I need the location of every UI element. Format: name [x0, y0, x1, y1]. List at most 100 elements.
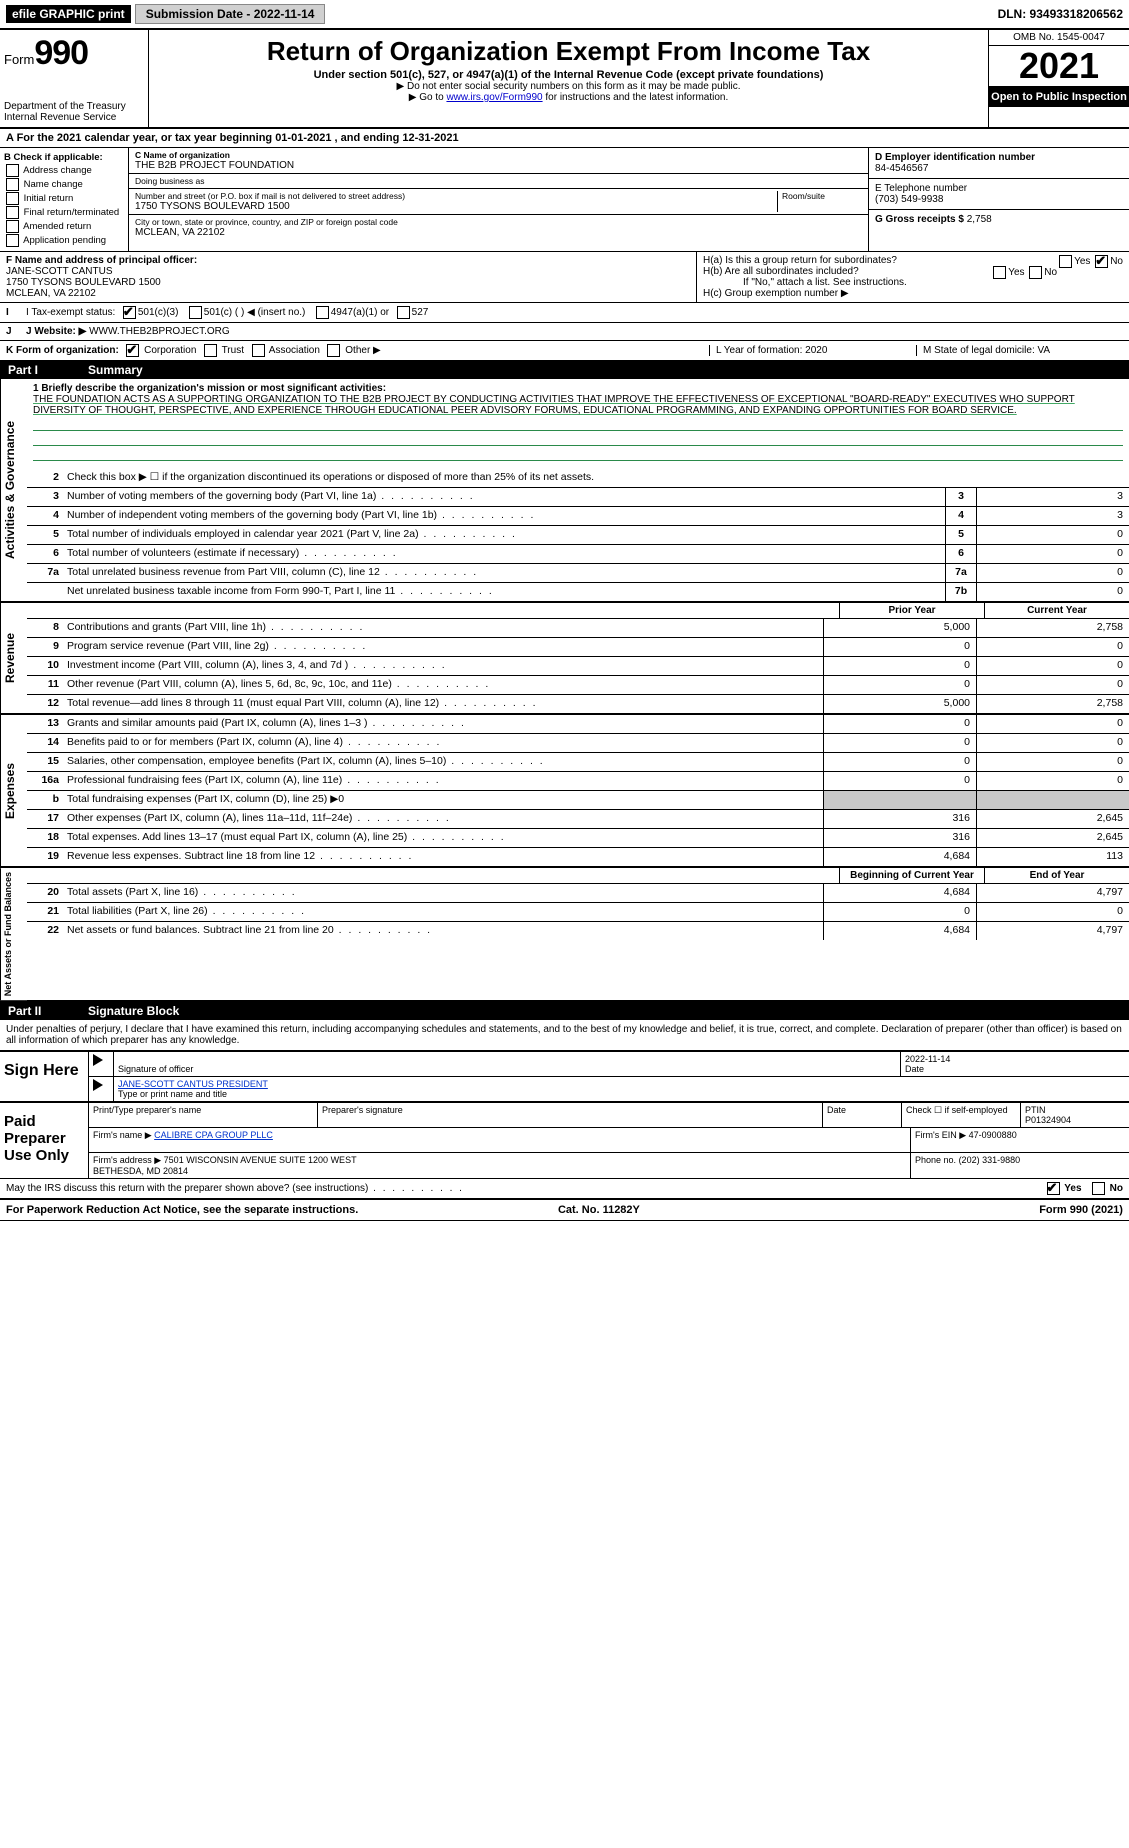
summary-line: bTotal fundraising expenses (Part IX, co… — [27, 791, 1129, 810]
summary-line: 9Program service revenue (Part VIII, lin… — [27, 638, 1129, 657]
open-to-public: Open to Public Inspection — [989, 87, 1129, 107]
officer-name-link[interactable]: JANE-SCOTT CANTUS PRESIDENT — [118, 1079, 268, 1089]
year-formation: L Year of formation: 2020 — [709, 345, 916, 356]
arrow-icon — [93, 1079, 103, 1091]
527-check[interactable] — [397, 306, 410, 319]
summary-line: 19Revenue less expenses. Subtract line 1… — [27, 848, 1129, 866]
summary-line: 21Total liabilities (Part X, line 26)00 — [27, 903, 1129, 922]
cat-no: Cat. No. 11282Y — [558, 1204, 640, 1216]
section-deg: D Employer identification number 84-4546… — [868, 148, 1129, 251]
governance-block: Activities & Governance 1 Briefly descri… — [0, 379, 1129, 603]
side-governance: Activities & Governance — [0, 379, 27, 601]
section-b: B Check if applicable: Address change Na… — [0, 148, 129, 251]
4947-check[interactable] — [316, 306, 329, 319]
submission-date-button[interactable]: Submission Date - 2022-11-14 — [135, 4, 326, 24]
gross-receipts: 2,758 — [967, 214, 992, 225]
arrow-icon — [93, 1054, 103, 1066]
telephone: (703) 549-9938 — [875, 194, 1123, 205]
form-number: 990 — [34, 34, 88, 72]
section-f: F Name and address of principal officer:… — [0, 252, 697, 302]
summary-line: Net unrelated business taxable income fr… — [27, 583, 1129, 601]
form-label-footer: Form 990 (2021) — [1039, 1204, 1123, 1216]
efile-label: efile GRAPHIC print — [6, 5, 131, 23]
side-expenses: Expenses — [0, 715, 27, 866]
may-discuss-row: May the IRS discuss this return with the… — [0, 1179, 1129, 1200]
row-k-l: K Form of organization: Corporation Trus… — [0, 341, 1129, 361]
netassets-block: Net Assets or Fund Balances Beginning of… — [0, 868, 1129, 1002]
dln: DLN: 93493318206562 — [998, 7, 1123, 21]
footer: For Paperwork Reduction Act Notice, see … — [0, 1200, 1129, 1220]
paid-preparer-block: Paid Preparer Use Only Print/Type prepar… — [0, 1102, 1129, 1179]
header-mid: Return of Organization Exempt From Incom… — [149, 30, 988, 127]
ha-yes[interactable] — [1059, 255, 1072, 268]
summary-line: 12Total revenue—add lines 8 through 11 (… — [27, 695, 1129, 713]
blank-line — [33, 416, 1123, 431]
assoc-check[interactable] — [252, 344, 265, 357]
row-fh: F Name and address of principal officer:… — [0, 252, 1129, 303]
check-final-return[interactable] — [6, 206, 19, 219]
efile-bar: efile GRAPHIC print Submission Date - 20… — [0, 0, 1129, 28]
part-1-header: Part I Summary — [0, 361, 1129, 379]
revenue-block: Revenue Prior Year Current Year 8Contrib… — [0, 603, 1129, 715]
summary-line: 14Benefits paid to or for members (Part … — [27, 734, 1129, 753]
summary-line: 15Salaries, other compensation, employee… — [27, 753, 1129, 772]
header-right: OMB No. 1545-0047 2021 Open to Public In… — [988, 30, 1129, 127]
org-name: THE B2B PROJECT FOUNDATION — [135, 160, 862, 171]
ha-no[interactable] — [1095, 255, 1108, 268]
sign-here-block: Sign Here Signature of officer 2022-11-1… — [0, 1051, 1129, 1102]
501c-check[interactable] — [189, 306, 202, 319]
hb-no[interactable] — [1029, 266, 1042, 279]
corp-check[interactable] — [126, 344, 139, 357]
check-name-change[interactable] — [6, 178, 19, 191]
note-ssn: ▶ Do not enter social security numbers o… — [157, 81, 980, 92]
irs-link[interactable]: www.irs.gov/Form990 — [446, 92, 542, 103]
summary-line: 16aProfessional fundraising fees (Part I… — [27, 772, 1129, 791]
omb: OMB No. 1545-0047 — [989, 30, 1129, 45]
paid-preparer-label: Paid Preparer Use Only — [0, 1103, 89, 1178]
form-prefix: Form — [4, 52, 34, 67]
declaration: Under penalties of perjury, I declare th… — [0, 1020, 1129, 1051]
row-i: I I Tax-exempt status: 501(c)(3) 501(c) … — [0, 303, 1129, 323]
other-check[interactable] — [327, 344, 340, 357]
summary-line: 3Number of voting members of the governi… — [27, 488, 1129, 507]
summary-line: 6Total number of volunteers (estimate if… — [27, 545, 1129, 564]
state-domicile: M State of legal domicile: VA — [916, 345, 1123, 356]
summary-line: 20Total assets (Part X, line 16)4,6844,7… — [27, 884, 1129, 903]
summary-line: 10Investment income (Part VIII, column (… — [27, 657, 1129, 676]
sign-here-label: Sign Here — [0, 1052, 89, 1101]
discuss-no[interactable] — [1092, 1182, 1105, 1195]
section-c: C Name of organization THE B2B PROJECT F… — [129, 148, 868, 251]
hb-yes[interactable] — [993, 266, 1006, 279]
check-address-change[interactable] — [6, 164, 19, 177]
officer-name: JANE-SCOTT CANTUS — [6, 266, 113, 277]
summary-line: 11Other revenue (Part VIII, column (A), … — [27, 676, 1129, 695]
part-2-header: Part II Signature Block — [0, 1002, 1129, 1020]
summary-line: 22Net assets or fund balances. Subtract … — [27, 922, 1129, 940]
row-a-tax-year: A For the 2021 calendar year, or tax yea… — [0, 129, 1129, 148]
summary-line: 2Check this box ▶ ☐ if the organization … — [27, 469, 1129, 488]
check-application-pending[interactable] — [6, 234, 19, 247]
sig-date: 2022-11-14 — [905, 1054, 950, 1064]
section-h: H(a) Is this a group return for subordin… — [697, 252, 1129, 302]
firm-name-link[interactable]: CALIBRE CPA GROUP PLLC — [154, 1130, 273, 1140]
summary-line: 7aTotal unrelated business revenue from … — [27, 564, 1129, 583]
firm-phone: (202) 331-9880 — [959, 1155, 1021, 1165]
row-j: J J Website: ▶ WWW.THEB2BPROJECT.ORG — [0, 323, 1129, 341]
discuss-yes[interactable] — [1047, 1182, 1060, 1195]
side-revenue: Revenue — [0, 603, 27, 713]
check-amended[interactable] — [6, 220, 19, 233]
501c3-check[interactable] — [123, 306, 136, 319]
netassets-headers: Beginning of Current Year End of Year — [27, 868, 1129, 884]
header-left: Form990 Department of the Treasury Inter… — [0, 30, 149, 127]
website: WWW.THEB2BPROJECT.ORG — [89, 326, 230, 337]
blank-line — [33, 431, 1123, 446]
summary-line: 13Grants and similar amounts paid (Part … — [27, 715, 1129, 734]
summary-line: 4Number of independent voting members of… — [27, 507, 1129, 526]
dept-treasury: Department of the Treasury Internal Reve… — [4, 101, 144, 123]
side-netassets: Net Assets or Fund Balances — [0, 868, 27, 1000]
paperwork-notice: For Paperwork Reduction Act Notice, see … — [6, 1204, 358, 1216]
check-initial-return[interactable] — [6, 192, 19, 205]
summary-line: 18Total expenses. Add lines 13–17 (must … — [27, 829, 1129, 848]
trust-check[interactable] — [204, 344, 217, 357]
ein: 84-4546567 — [875, 163, 1123, 174]
